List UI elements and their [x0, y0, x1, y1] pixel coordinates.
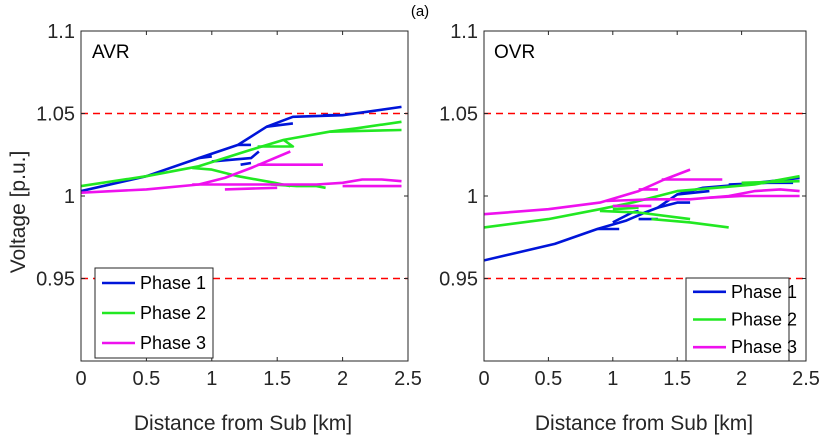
x-tick-label: 2.5 — [792, 368, 820, 390]
series-phase-2 — [484, 174, 800, 229]
series-line-segment — [192, 178, 402, 186]
series-phase-3 — [484, 168, 800, 216]
series-line-segment — [484, 174, 800, 229]
series-line-segment — [211, 150, 260, 163]
legend-label: Phase 2 — [140, 303, 206, 323]
x-tick-label: 1 — [206, 368, 217, 390]
series-phase-1 — [81, 105, 402, 193]
y-tick-label: 0.95 — [36, 269, 75, 291]
series-line-segment — [198, 155, 212, 160]
series-phase-3 — [81, 150, 402, 194]
y-tick-label: 1.05 — [36, 104, 75, 126]
plot-area — [81, 105, 402, 194]
x-tick-label: 2.5 — [394, 368, 422, 390]
series-line-segment — [612, 206, 639, 211]
series-line-segment — [484, 168, 691, 216]
x-tick-label: 2 — [736, 368, 747, 390]
x-tick-label: 0 — [75, 368, 86, 390]
plot-area — [484, 168, 800, 262]
x-tick-label: 0.5 — [132, 368, 160, 390]
series-phase-2 — [81, 120, 402, 190]
x-axis-label-ovr: Distance from Sub [km] — [535, 412, 753, 435]
legend: Phase 1 Phase 2 Phase 3 — [685, 277, 797, 362]
legend-label: Phase 2 — [731, 310, 797, 330]
panel-label: OVR — [494, 42, 535, 63]
series-line-segment — [240, 161, 252, 166]
series-line-segment — [266, 122, 294, 128]
legend-label: Phase 1 — [731, 282, 797, 302]
x-tick-label: 0.5 — [534, 368, 562, 390]
x-tick-label: 1.5 — [663, 368, 691, 390]
series-line-segment — [651, 217, 729, 229]
y-tick-label: 1.05 — [439, 104, 478, 126]
x-axis-label-avr: Distance from Sub [km] — [134, 412, 352, 435]
legend: Phase 1 Phase 2 Phase 3 — [94, 267, 214, 359]
x-tick-label: 2 — [337, 368, 348, 390]
series-line-segment — [257, 138, 295, 148]
legend-label: Phase 3 — [731, 337, 797, 357]
series-line-segment — [224, 186, 278, 191]
x-tick-label: 1 — [607, 368, 618, 390]
series-line-segment — [329, 128, 402, 133]
series-line-segment — [81, 150, 291, 194]
y-axis-label: Voltage [p.u.] — [7, 151, 30, 274]
series-line-segment — [741, 179, 800, 185]
y-tick-label: 0.95 — [439, 269, 478, 291]
series-line-segment — [709, 194, 800, 199]
y-tick-label: 1 — [467, 186, 478, 208]
legend-label: Phase 1 — [140, 273, 206, 293]
series-line-segment — [599, 209, 691, 221]
y-tick-label: 1 — [64, 186, 75, 208]
x-tick-label: 0 — [478, 368, 489, 390]
y-tick-label: 1.1 — [47, 21, 75, 43]
y-tick-label: 1.1 — [450, 21, 478, 43]
legend-label: Phase 3 — [140, 333, 206, 353]
series-line-segment — [677, 189, 710, 196]
series-line-segment — [657, 201, 691, 209]
series-line-segment — [81, 120, 402, 188]
figure-label: (a) — [411, 3, 429, 20]
x-tick-label: 1.5 — [263, 368, 291, 390]
panel-label: AVR — [92, 42, 130, 63]
